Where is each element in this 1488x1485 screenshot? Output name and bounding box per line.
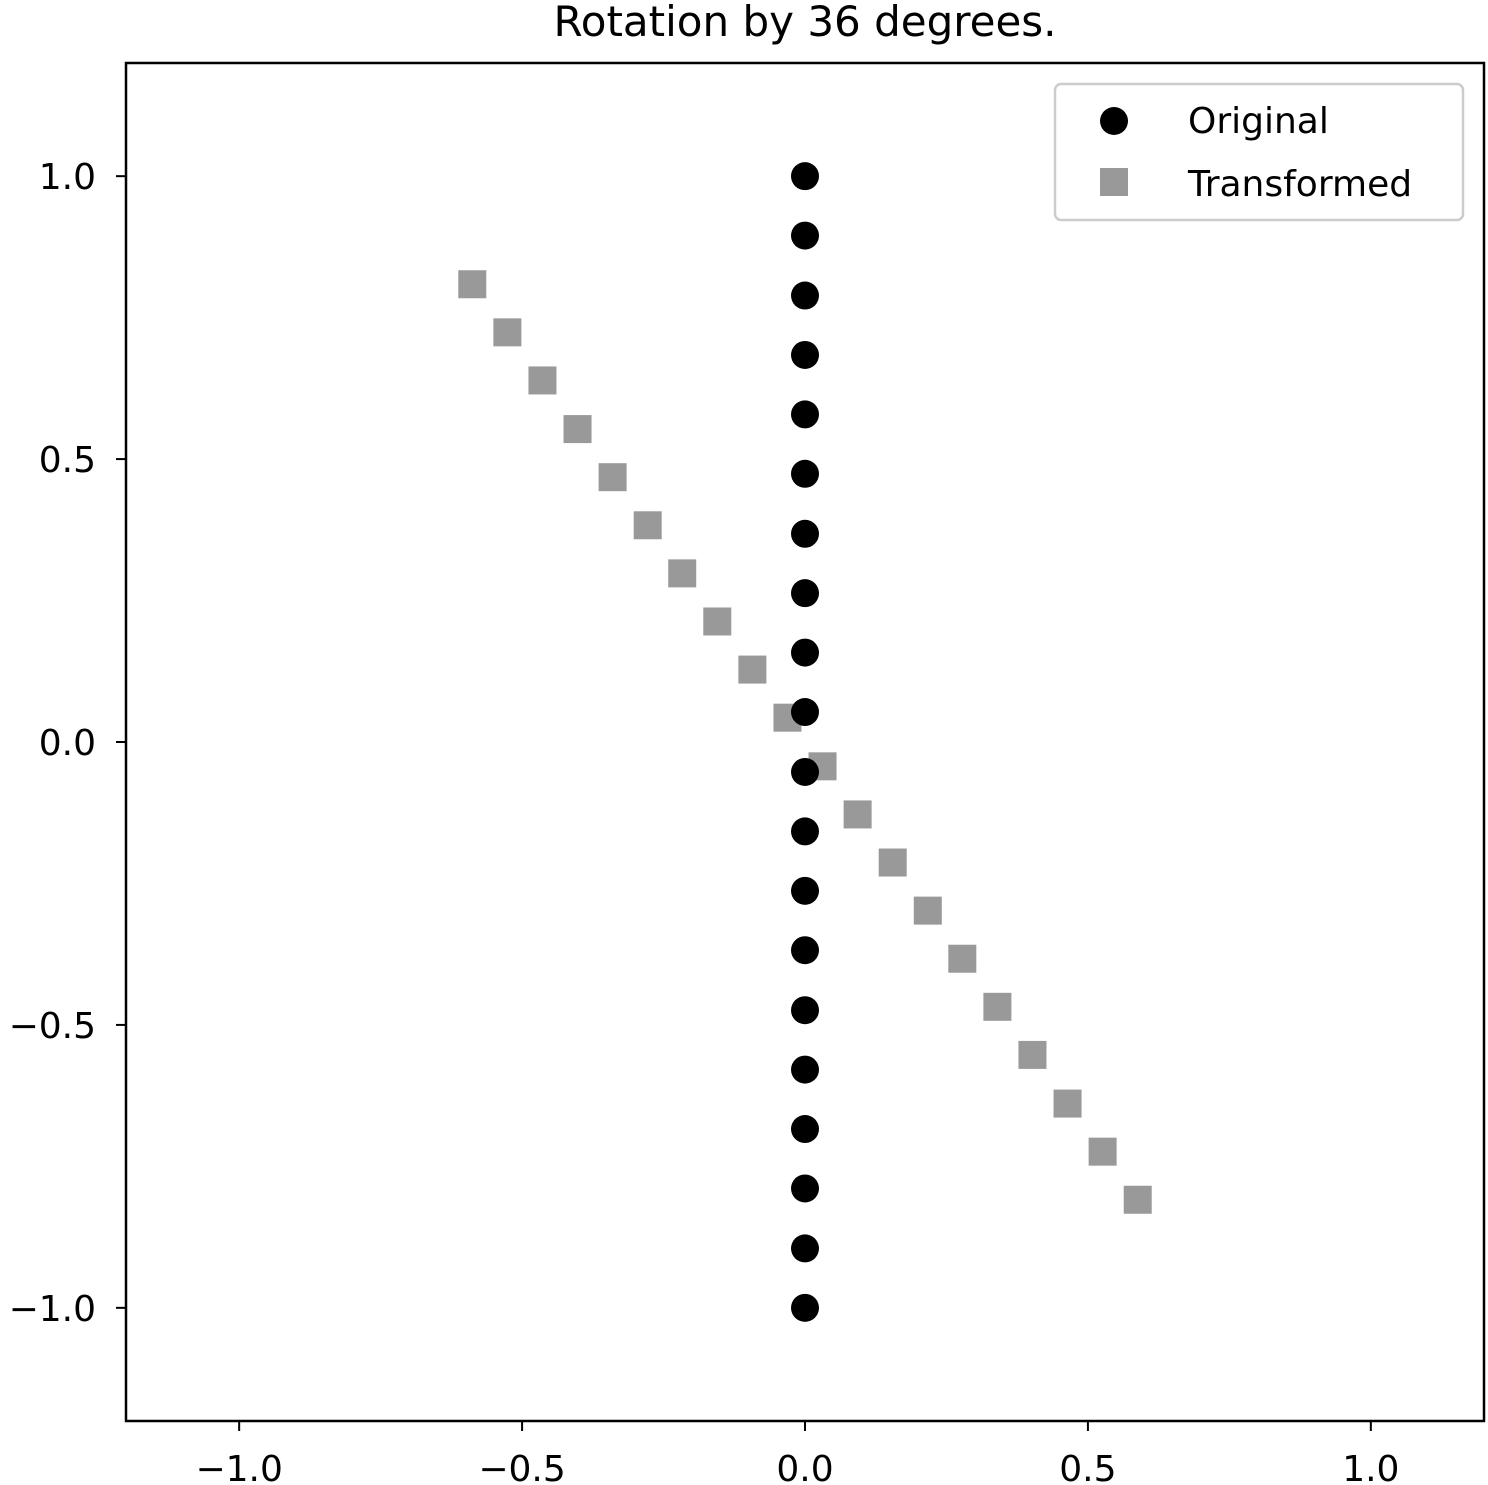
legend-label-original: Original: [1188, 101, 1329, 142]
transformed-point: [598, 463, 627, 492]
original-point: [791, 221, 819, 250]
x-tick-label: 0.5: [1059, 1449, 1116, 1485]
transformed-point: [1088, 1137, 1117, 1166]
original-point: [791, 1055, 819, 1084]
original-point: [791, 1174, 819, 1203]
original-point: [791, 162, 819, 191]
legend-marker-transformed: [1100, 168, 1128, 196]
original-point: [791, 936, 819, 965]
data-marks: [458, 162, 1152, 1322]
transformed-point: [948, 944, 977, 973]
transformed-point: [1053, 1089, 1082, 1118]
x-tick-label: 0.0: [776, 1449, 833, 1485]
transformed-point: [668, 559, 697, 588]
transformed-point: [913, 896, 942, 925]
x-tick-label: 1.0: [1342, 1449, 1399, 1485]
original-point: [791, 400, 819, 429]
transformed-point: [738, 655, 767, 684]
original-point: [791, 1115, 819, 1144]
original-point: [791, 996, 819, 1025]
original-point: [791, 698, 819, 727]
transformed-point: [633, 511, 662, 540]
original-point: [791, 1293, 819, 1322]
transformed-point: [563, 415, 592, 444]
x-tick-label: −0.5: [478, 1449, 565, 1485]
legend-label-transformed: Transformed: [1187, 164, 1412, 205]
plot-area-frame: [124, 61, 1486, 1423]
original-point: [791, 638, 819, 667]
original-point: [791, 340, 819, 369]
transformed-point: [703, 607, 732, 636]
original-point: [791, 459, 819, 488]
y-tick-label: −0.5: [9, 1006, 96, 1047]
original-point: [791, 519, 819, 548]
transformed-point: [843, 800, 872, 829]
original-point: [791, 579, 819, 608]
transformed-point: [983, 992, 1012, 1021]
transformed-point: [1123, 1185, 1152, 1214]
y-tick-label: 0.0: [39, 723, 96, 764]
original-point: [791, 876, 819, 905]
legend-marker-original: [1100, 107, 1128, 135]
chart-title: Rotation by 36 degrees.: [553, 0, 1056, 46]
transformed-point: [458, 270, 487, 299]
transformed-point: [1018, 1040, 1047, 1069]
original-point: [791, 1234, 819, 1263]
y-tick-label: −1.0: [9, 1289, 96, 1330]
original-point: [791, 757, 819, 786]
legend-frame: [1053, 82, 1465, 222]
y-tick-label: 0.5: [39, 440, 96, 481]
transformed-point: [493, 318, 522, 347]
transformed-point: [878, 848, 907, 877]
x-tick-label: −1.0: [195, 1449, 282, 1485]
original-point: [791, 817, 819, 846]
y-tick-label: 1.0: [39, 157, 96, 198]
axes-ticks: −1.0 −0.5 0.0 0.5 1.0 −1.0 −0.5 0.0 0.5 1.0: [9, 157, 1400, 1485]
legend: Original Transformed: [1053, 82, 1465, 222]
original-point: [791, 281, 819, 310]
transformed-point: [528, 366, 557, 395]
